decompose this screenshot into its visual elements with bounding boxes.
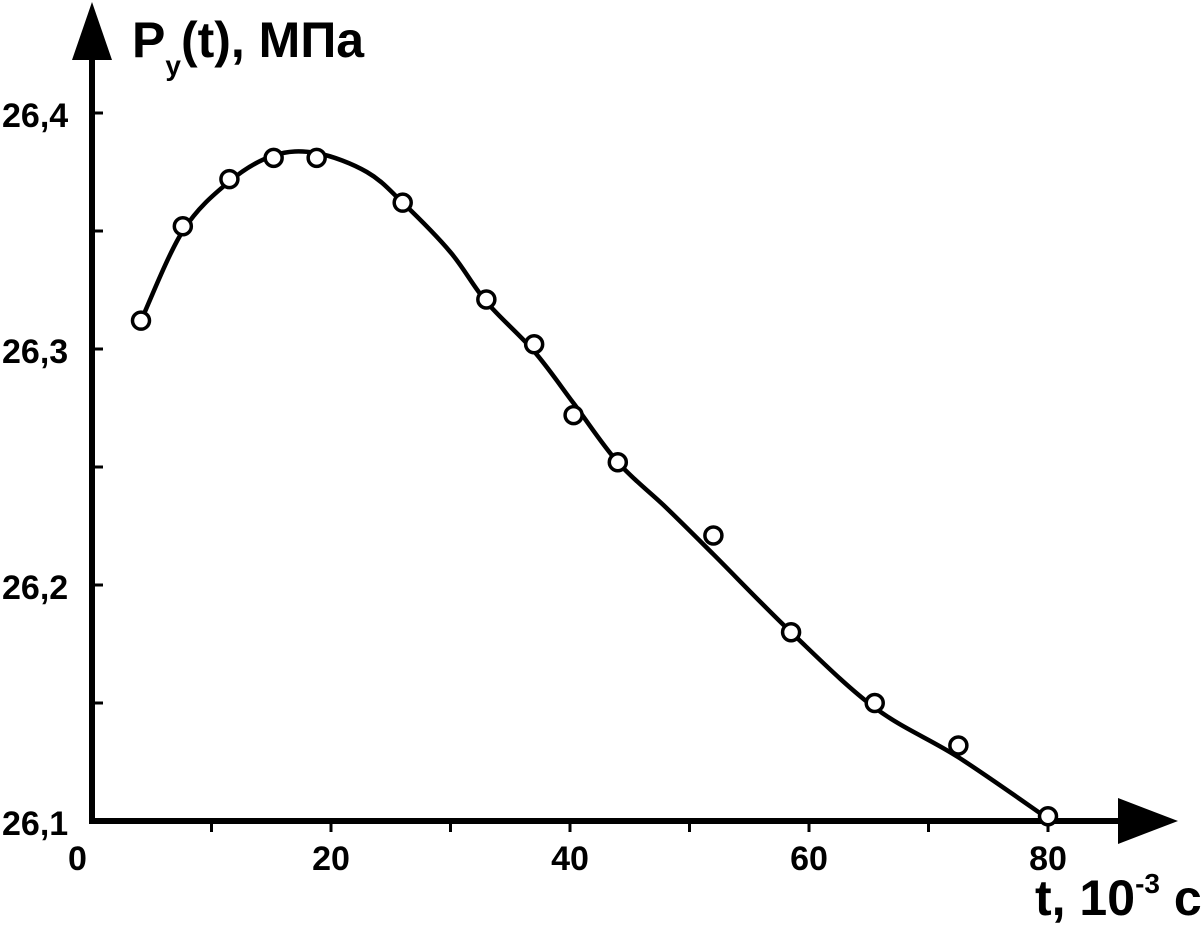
x-axis-label-main: t, 10 — [1035, 870, 1136, 926]
y-tick-label: 26,2 — [2, 569, 68, 607]
marker-layer — [130, 147, 1059, 827]
data-point-marker — [607, 452, 629, 473]
data-point-marker — [1037, 806, 1059, 827]
data-point-marker — [476, 289, 497, 310]
data-point-marker — [263, 147, 284, 169]
data-point-marker — [392, 192, 413, 213]
y-axis-label-rest: (t), МПа — [180, 12, 365, 68]
fitted-curve — [138, 149, 1051, 821]
y-axis-label: Py(t), МПа — [132, 10, 365, 81]
y-axis-label-main: P — [132, 12, 166, 68]
tick-labels: 26,1 26,2 26,3 26,4 0 20 40 60 80 — [2, 97, 1067, 878]
axes — [72, 2, 1178, 844]
data-point-marker — [523, 334, 545, 355]
data-point-marker — [172, 216, 194, 237]
x-axis-label: t, 10-3 с — [1035, 868, 1202, 936]
data-point-marker — [306, 147, 327, 169]
y-tick-label: 26,3 — [2, 333, 68, 371]
data-point-marker — [864, 692, 885, 714]
x-tick-label: 40 — [551, 840, 589, 878]
x-tick-label: 20 — [312, 840, 350, 878]
y-tick-label: 26,1 — [2, 805, 68, 843]
x-tick-label: 60 — [790, 840, 828, 878]
x-tick-label: 80 — [1029, 840, 1067, 878]
data-point-marker — [703, 525, 724, 546]
data-point-marker — [130, 310, 152, 331]
y-tick-label: 26,4 — [2, 97, 68, 135]
x-tick-label: 0 — [68, 840, 87, 878]
x-axis-label-superscript: -3 — [1135, 868, 1160, 899]
data-point-marker — [780, 621, 802, 643]
y-axis-arrow — [72, 2, 112, 60]
x-axis-arrow — [1118, 798, 1178, 844]
data-point-marker — [219, 168, 240, 190]
x-axis-label-rest: с — [1159, 870, 1202, 926]
data-point-marker — [948, 735, 969, 756]
y-axis-label-subscript: y — [165, 50, 181, 81]
curve-layer — [138, 149, 1051, 821]
data-point-marker — [563, 404, 584, 426]
